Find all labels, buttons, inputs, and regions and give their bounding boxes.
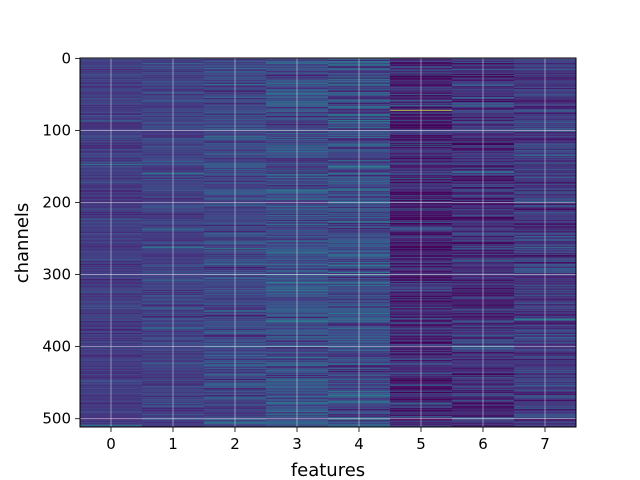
y-axis-label: channels bbox=[12, 203, 33, 284]
y-tick-label: 0 bbox=[61, 49, 71, 67]
x-axis: 0 1 2 3 4 5 6 7 bbox=[106, 427, 550, 453]
x-tick-label: 1 bbox=[168, 435, 178, 453]
x-tick-label: 2 bbox=[230, 435, 240, 453]
x-axis-label: features bbox=[291, 460, 365, 480]
gridlines bbox=[80, 57, 576, 427]
y-tick-label: 100 bbox=[42, 121, 71, 139]
x-tick-label: 3 bbox=[292, 435, 302, 453]
plot-frame bbox=[79, 57, 577, 428]
y-tick-label: 400 bbox=[42, 338, 71, 356]
plot-area bbox=[79, 57, 577, 428]
y-tick-label: 500 bbox=[42, 410, 71, 428]
x-tick-label: 0 bbox=[106, 435, 116, 453]
x-tick-label: 6 bbox=[478, 435, 488, 453]
heatmap-cells bbox=[80, 58, 577, 428]
y-axis: 0 100 200 300 400 500 bbox=[42, 49, 80, 428]
y-tick-label: 300 bbox=[42, 266, 71, 284]
y-tick-label: 200 bbox=[42, 194, 71, 212]
x-tick-label: 7 bbox=[540, 435, 550, 453]
x-tick-label: 4 bbox=[354, 435, 364, 453]
x-tick-label: 5 bbox=[416, 435, 426, 453]
